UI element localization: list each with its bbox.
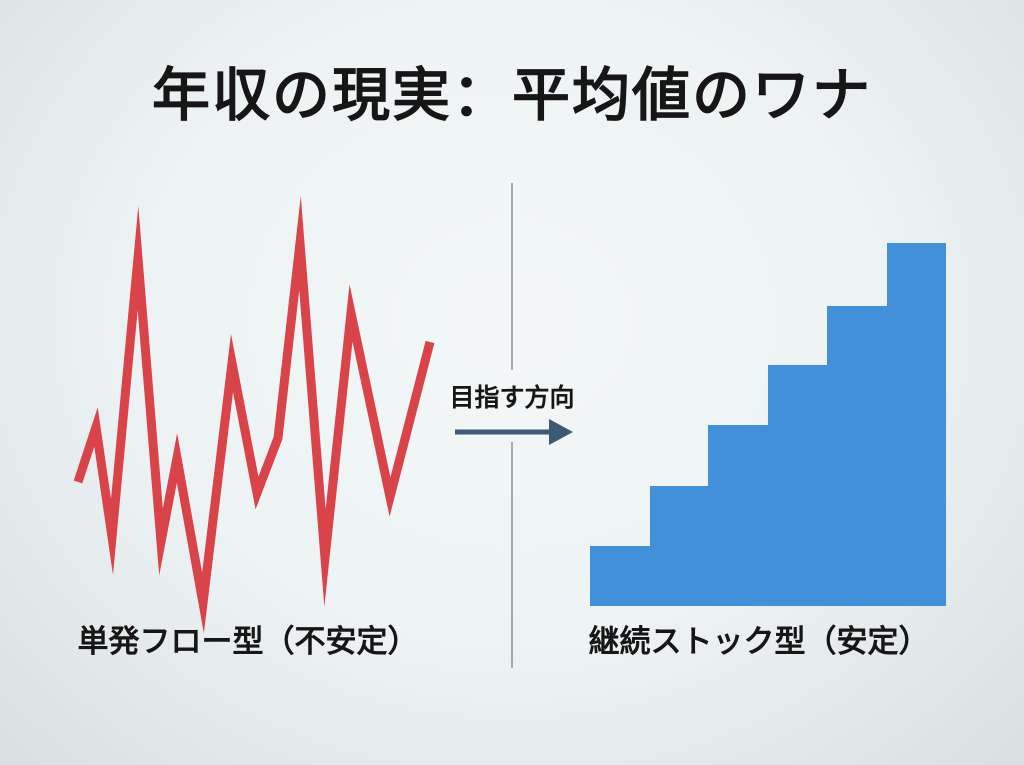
direction-label: 目指す方向 [449, 384, 575, 412]
right-arrow-icon [455, 419, 573, 445]
right-panel-label: 継続ストック型（安定） [588, 624, 930, 659]
volatile-line-chart [73, 195, 435, 634]
stair-step-chart [590, 243, 946, 606]
left-panel-label: 単発フロー型（不安定） [77, 624, 419, 659]
page-title: 年収の現実：平均値のワナ [151, 63, 872, 128]
